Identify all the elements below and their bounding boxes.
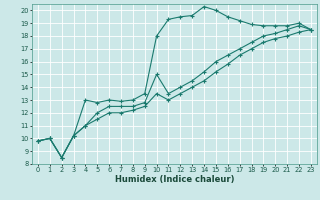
X-axis label: Humidex (Indice chaleur): Humidex (Indice chaleur) <box>115 175 234 184</box>
